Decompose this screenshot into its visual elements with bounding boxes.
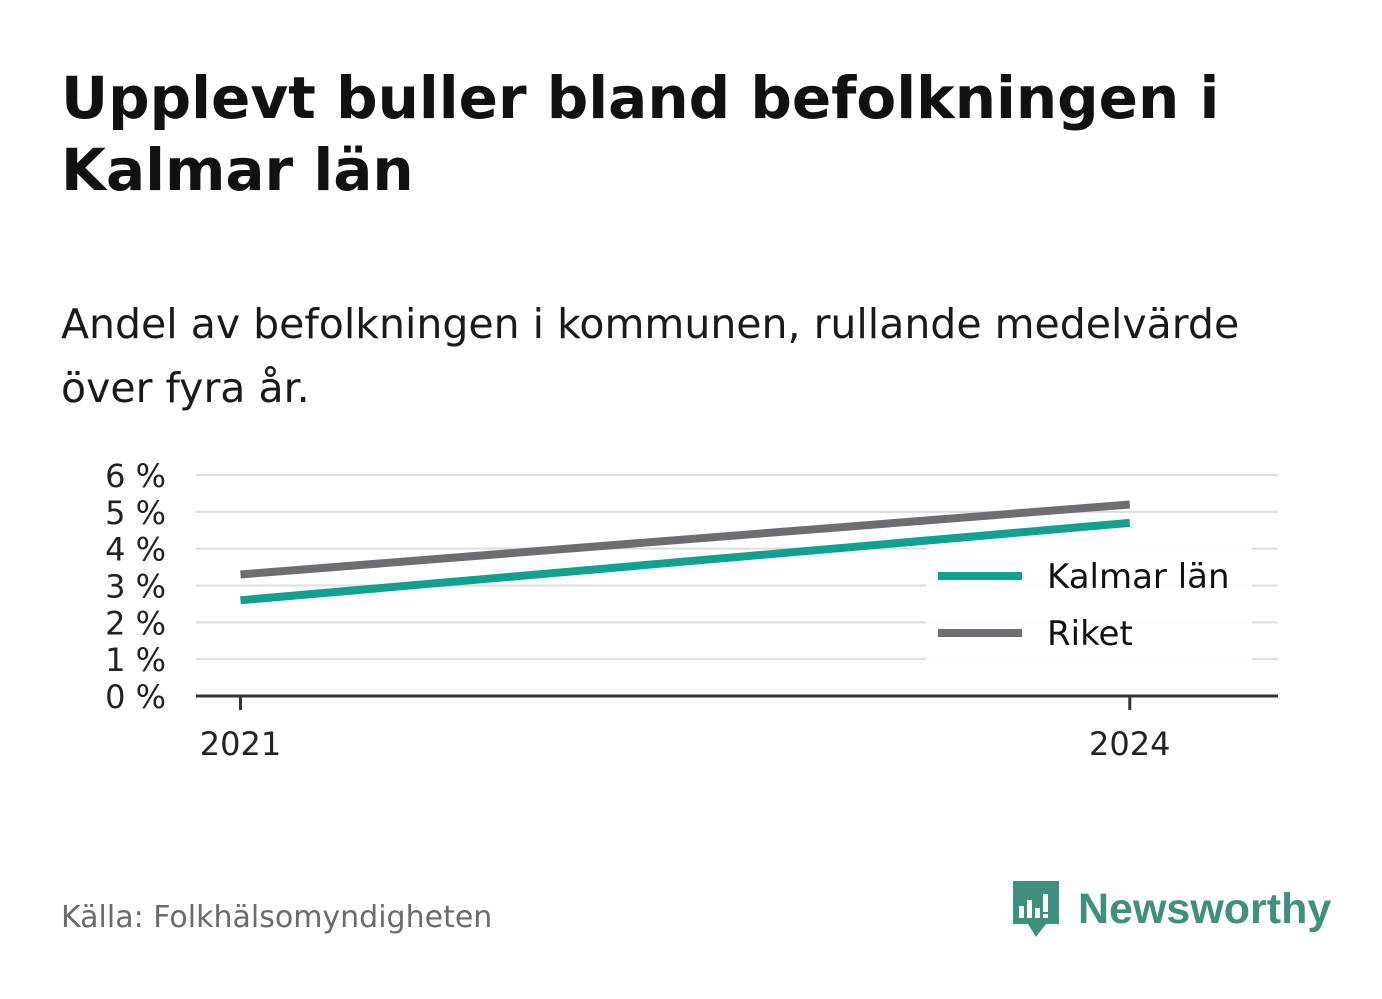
y-tick-label: 3 %: [105, 568, 166, 606]
brand-logo: Newsworthy: [1010, 878, 1331, 940]
y-axis-ticks: 0 %1 %2 %3 %4 %5 %6 %: [105, 457, 166, 716]
y-tick-label: 6 %: [105, 457, 166, 495]
y-tick-label: 0 %: [105, 678, 166, 716]
y-tick-label: 4 %: [105, 531, 166, 569]
series-line-riket: [240, 500, 1131, 579]
legend-label: Riket: [1047, 614, 1133, 654]
series-lines: [240, 500, 1131, 605]
series-line-kalmar-lan: [240, 518, 1131, 605]
legend-box: [926, 545, 1252, 663]
x-tick-label: 2024: [1089, 725, 1170, 763]
legend-label: Kalmar län: [1047, 557, 1230, 597]
x-tick-label: 2021: [200, 725, 281, 763]
newsworthy-logo-icon: [1013, 881, 1059, 937]
x-axis-ticks: 2021 2024: [200, 696, 1170, 763]
source-note: Källa: Folkhälsomyndigheten: [61, 900, 493, 935]
chart-subtitle: Andel av befolkningen i kommunen, rullan…: [61, 300, 1240, 412]
line-chart: 0 %1 %2 %3 %4 %5 %6 % 2021 2024 Kalmar lä…: [105, 457, 1278, 763]
y-tick-label: 2 %: [105, 604, 166, 642]
brand-name: Newsworthy: [1078, 884, 1332, 933]
chart-title: Upplevt buller bland befolkningen i Kalm…: [61, 64, 1220, 204]
y-tick-label: 1 %: [105, 641, 166, 679]
y-tick-label: 5 %: [105, 494, 166, 532]
legend: Kalmar län Riket: [926, 545, 1252, 663]
